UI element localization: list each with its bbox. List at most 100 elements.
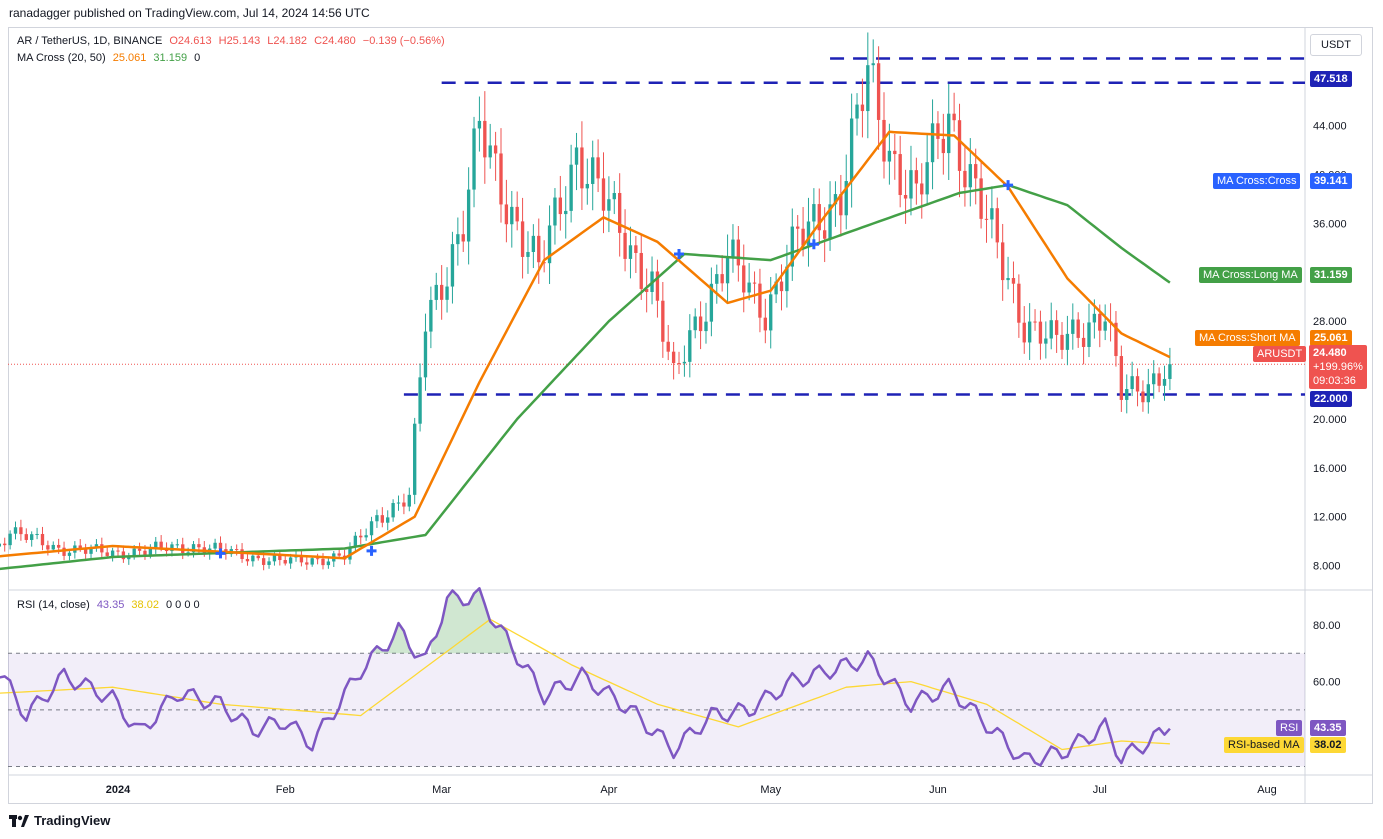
candle-body — [218, 542, 223, 550]
candle-body — [698, 316, 703, 332]
candle-body — [995, 208, 999, 243]
candle-body — [461, 234, 465, 242]
candle-body — [89, 547, 93, 554]
time-tick-label: Jul — [1093, 784, 1107, 796]
time-tick-label: 2024 — [106, 784, 131, 796]
candle-body — [1168, 364, 1172, 379]
candle-body — [974, 164, 978, 179]
candle-body — [747, 282, 751, 293]
candle-body — [94, 544, 99, 548]
candle-body — [132, 548, 136, 557]
candle-body — [1135, 376, 1140, 392]
ma-cross-label: MA Cross:Cross — [1213, 173, 1301, 189]
symbol-text: AR / TetherUS, 1D, BINANCE — [17, 35, 163, 47]
candle-body — [628, 245, 633, 259]
rsi-title: RSI (14, close) — [17, 599, 90, 611]
candle-body — [299, 554, 304, 563]
candle-body — [957, 120, 962, 171]
moving-averages — [0, 130, 1171, 571]
candle-body — [941, 138, 946, 154]
ohlc-high: H25.143 — [218, 35, 261, 47]
candle-body — [526, 251, 530, 257]
grid — [8, 28, 1372, 803]
candle-body — [1103, 321, 1107, 331]
candle-body — [326, 561, 331, 566]
candle-body — [267, 561, 271, 565]
time-tick-label: Apr — [600, 784, 617, 796]
candle-body — [655, 271, 660, 301]
candle-body — [1022, 322, 1026, 343]
ma-cross-marker — [215, 548, 226, 559]
candle-body — [963, 170, 967, 188]
candle-body — [46, 545, 50, 550]
candle-body — [725, 256, 730, 284]
tradingview-logo-icon — [9, 814, 29, 827]
candle-body — [305, 562, 309, 565]
candle-body — [278, 555, 282, 561]
price-tick-label: 44.000 — [1313, 121, 1347, 133]
candle-body — [585, 183, 589, 189]
ma-long-value: 31.159 — [153, 52, 188, 64]
time-tick-label: Aug — [1257, 784, 1277, 796]
rsi-tick-label: 60.00 — [1313, 677, 1341, 689]
candle-body — [488, 145, 492, 158]
rsi-ma-legend-value: 38.02 — [131, 599, 159, 611]
ma-cross-marker — [1003, 180, 1014, 191]
candle-body — [893, 150, 897, 155]
candle-body — [1017, 283, 1021, 323]
price-tick-label: 20.000 — [1313, 414, 1347, 426]
candle-body — [434, 284, 438, 300]
candle-body — [0, 543, 1, 547]
candle-body — [601, 178, 606, 211]
candle-body — [456, 234, 460, 245]
candle-body — [671, 351, 676, 364]
last-price-box: 24.480 +199.96% 09:03:36 — [1309, 345, 1367, 389]
short-ma-label: MA Cross:Short MA — [1195, 330, 1300, 346]
candle-body — [137, 548, 142, 551]
rsi-zeros: 0 0 0 0 — [166, 599, 200, 611]
candle-body — [769, 294, 773, 331]
candle-body — [677, 363, 681, 365]
candle-body — [844, 181, 848, 216]
candle-body — [8, 533, 12, 546]
candle-body — [618, 193, 622, 233]
rsi-tick-label: 80.00 — [1313, 620, 1341, 632]
candle-body — [763, 317, 767, 331]
last-price: 24.480 — [1313, 347, 1347, 359]
candle-body — [337, 553, 341, 556]
candle-body — [876, 63, 881, 120]
candle-body — [574, 147, 579, 165]
ma-short-line — [0, 130, 1171, 560]
candle-body — [321, 558, 325, 566]
horizontal-levels — [8, 57, 1305, 396]
candle-body — [564, 210, 568, 215]
candle-body — [1027, 321, 1032, 343]
candle-body — [40, 533, 45, 546]
candle-body — [396, 502, 401, 504]
candle-body — [261, 558, 266, 565]
candle-body — [1125, 389, 1129, 400]
currency-selector[interactable]: USDT — [1310, 34, 1362, 56]
candle-body — [1060, 334, 1064, 350]
candle-body — [984, 218, 989, 220]
candle-body — [353, 535, 358, 547]
candle-body — [558, 197, 563, 215]
candle-body — [170, 544, 174, 552]
candle-body — [1098, 313, 1102, 331]
candle-body — [693, 316, 697, 331]
candle-body — [116, 550, 120, 552]
candle-body — [596, 157, 600, 179]
footer-brand[interactable]: TradingView — [9, 813, 110, 828]
chart-frame — [8, 27, 1373, 804]
candle-body — [62, 547, 66, 556]
candle-body — [35, 533, 39, 535]
candle-body — [1141, 391, 1145, 403]
candle-body — [623, 232, 627, 259]
candle-body — [364, 535, 368, 538]
candle-body — [806, 221, 811, 246]
rsi-ma-line — [0, 618, 1170, 751]
candle-body — [51, 544, 55, 550]
candle-body — [213, 542, 217, 549]
candle-body — [1049, 320, 1053, 339]
